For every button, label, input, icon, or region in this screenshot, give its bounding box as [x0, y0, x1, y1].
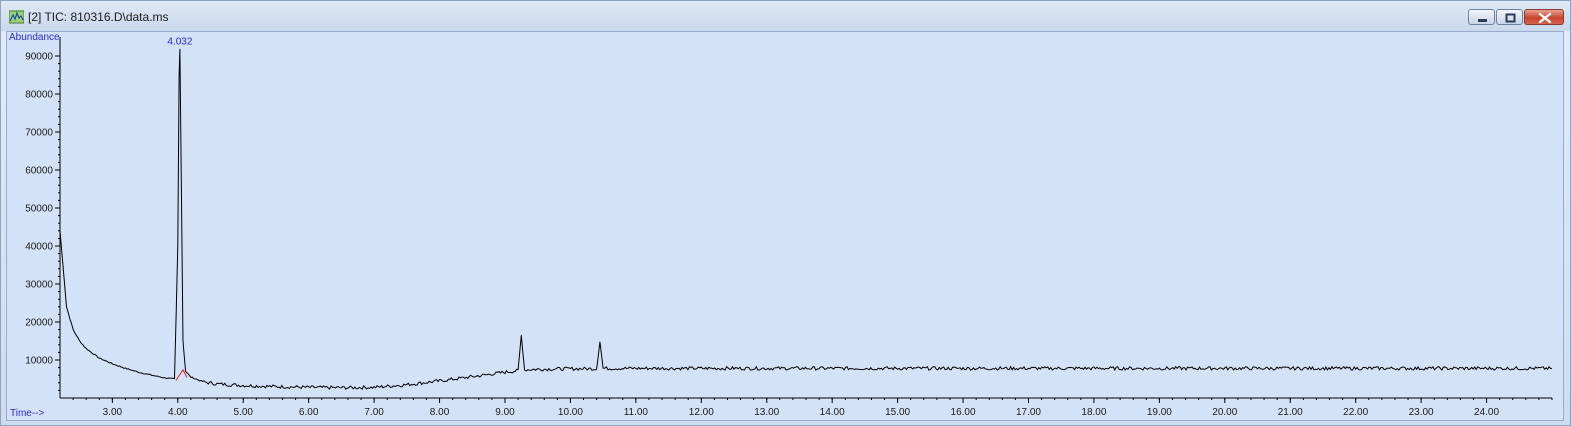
x-tick-label: 24.00: [1474, 407, 1499, 418]
restore-icon: [1505, 13, 1516, 23]
x-tick-label: 18.00: [1081, 407, 1106, 418]
title-bar[interactable]: [2] TIC: 810316.D\data.ms: [1, 1, 1570, 31]
x-tick-label: 14.00: [820, 407, 845, 418]
x-tick-label: 3.00: [103, 407, 123, 418]
x-tick-label: 15.00: [885, 407, 910, 418]
x-tick-label: 16.00: [951, 407, 976, 418]
x-tick-label: 23.00: [1409, 407, 1434, 418]
minimize-icon: [1478, 19, 1487, 22]
y-tick-label: 20000: [25, 318, 53, 329]
x-tick-label: 11.00: [624, 407, 649, 418]
integration-baseline-marker: [175, 368, 188, 381]
minimize-button[interactable]: [1468, 9, 1495, 25]
y-tick-label: 60000: [25, 166, 53, 177]
y-tick-label: 50000: [25, 204, 53, 215]
peak-label: 4.032: [167, 36, 192, 47]
x-tick-label: 4.00: [168, 407, 188, 418]
x-tick-label: 12.00: [689, 407, 714, 418]
y-tick-label: 30000: [25, 280, 53, 291]
close-icon: [1538, 12, 1552, 24]
y-tick-label: 40000: [25, 242, 53, 253]
restore-button[interactable]: [1496, 9, 1523, 25]
x-tick-label: 20.00: [1212, 407, 1237, 418]
chart-area[interactable]: Abundance Time--> 10000 20000 30000 40000 50…: [6, 31, 1564, 421]
x-tick-label: 10.00: [558, 407, 583, 418]
y-tick-label: 10000: [25, 356, 53, 367]
x-tick-label: 9.00: [495, 407, 515, 418]
window-title: [2] TIC: 810316.D\data.ms: [28, 10, 169, 24]
y-tick-label: 90000: [25, 52, 53, 63]
y-tick-label: 70000: [25, 128, 53, 139]
x-tick-label: 7.00: [364, 407, 384, 418]
x-tick-label: 8.00: [430, 407, 450, 418]
x-tick-label: 13.00: [754, 407, 779, 418]
chromatogram-plot: Abundance Time--> 10000 20000 30000 40000 50…: [9, 32, 1553, 419]
x-tick-label: 22.00: [1343, 407, 1368, 418]
x-tick-label: 17.00: [1016, 407, 1041, 418]
close-button[interactable]: [1524, 9, 1564, 25]
y-axis-label: Abundance: [9, 32, 60, 43]
x-tick-label: 6.00: [299, 407, 319, 418]
chromatogram-app-icon: [8, 10, 25, 24]
x-tick-label: 5.00: [233, 407, 253, 418]
x-tick-label: 21.00: [1278, 407, 1303, 418]
x-tick-label: 19.00: [1147, 407, 1172, 418]
tic-trace-line-0: [59, 48, 1553, 390]
x-axis-label: Time-->: [10, 408, 45, 419]
y-tick-label: 80000: [25, 90, 53, 101]
